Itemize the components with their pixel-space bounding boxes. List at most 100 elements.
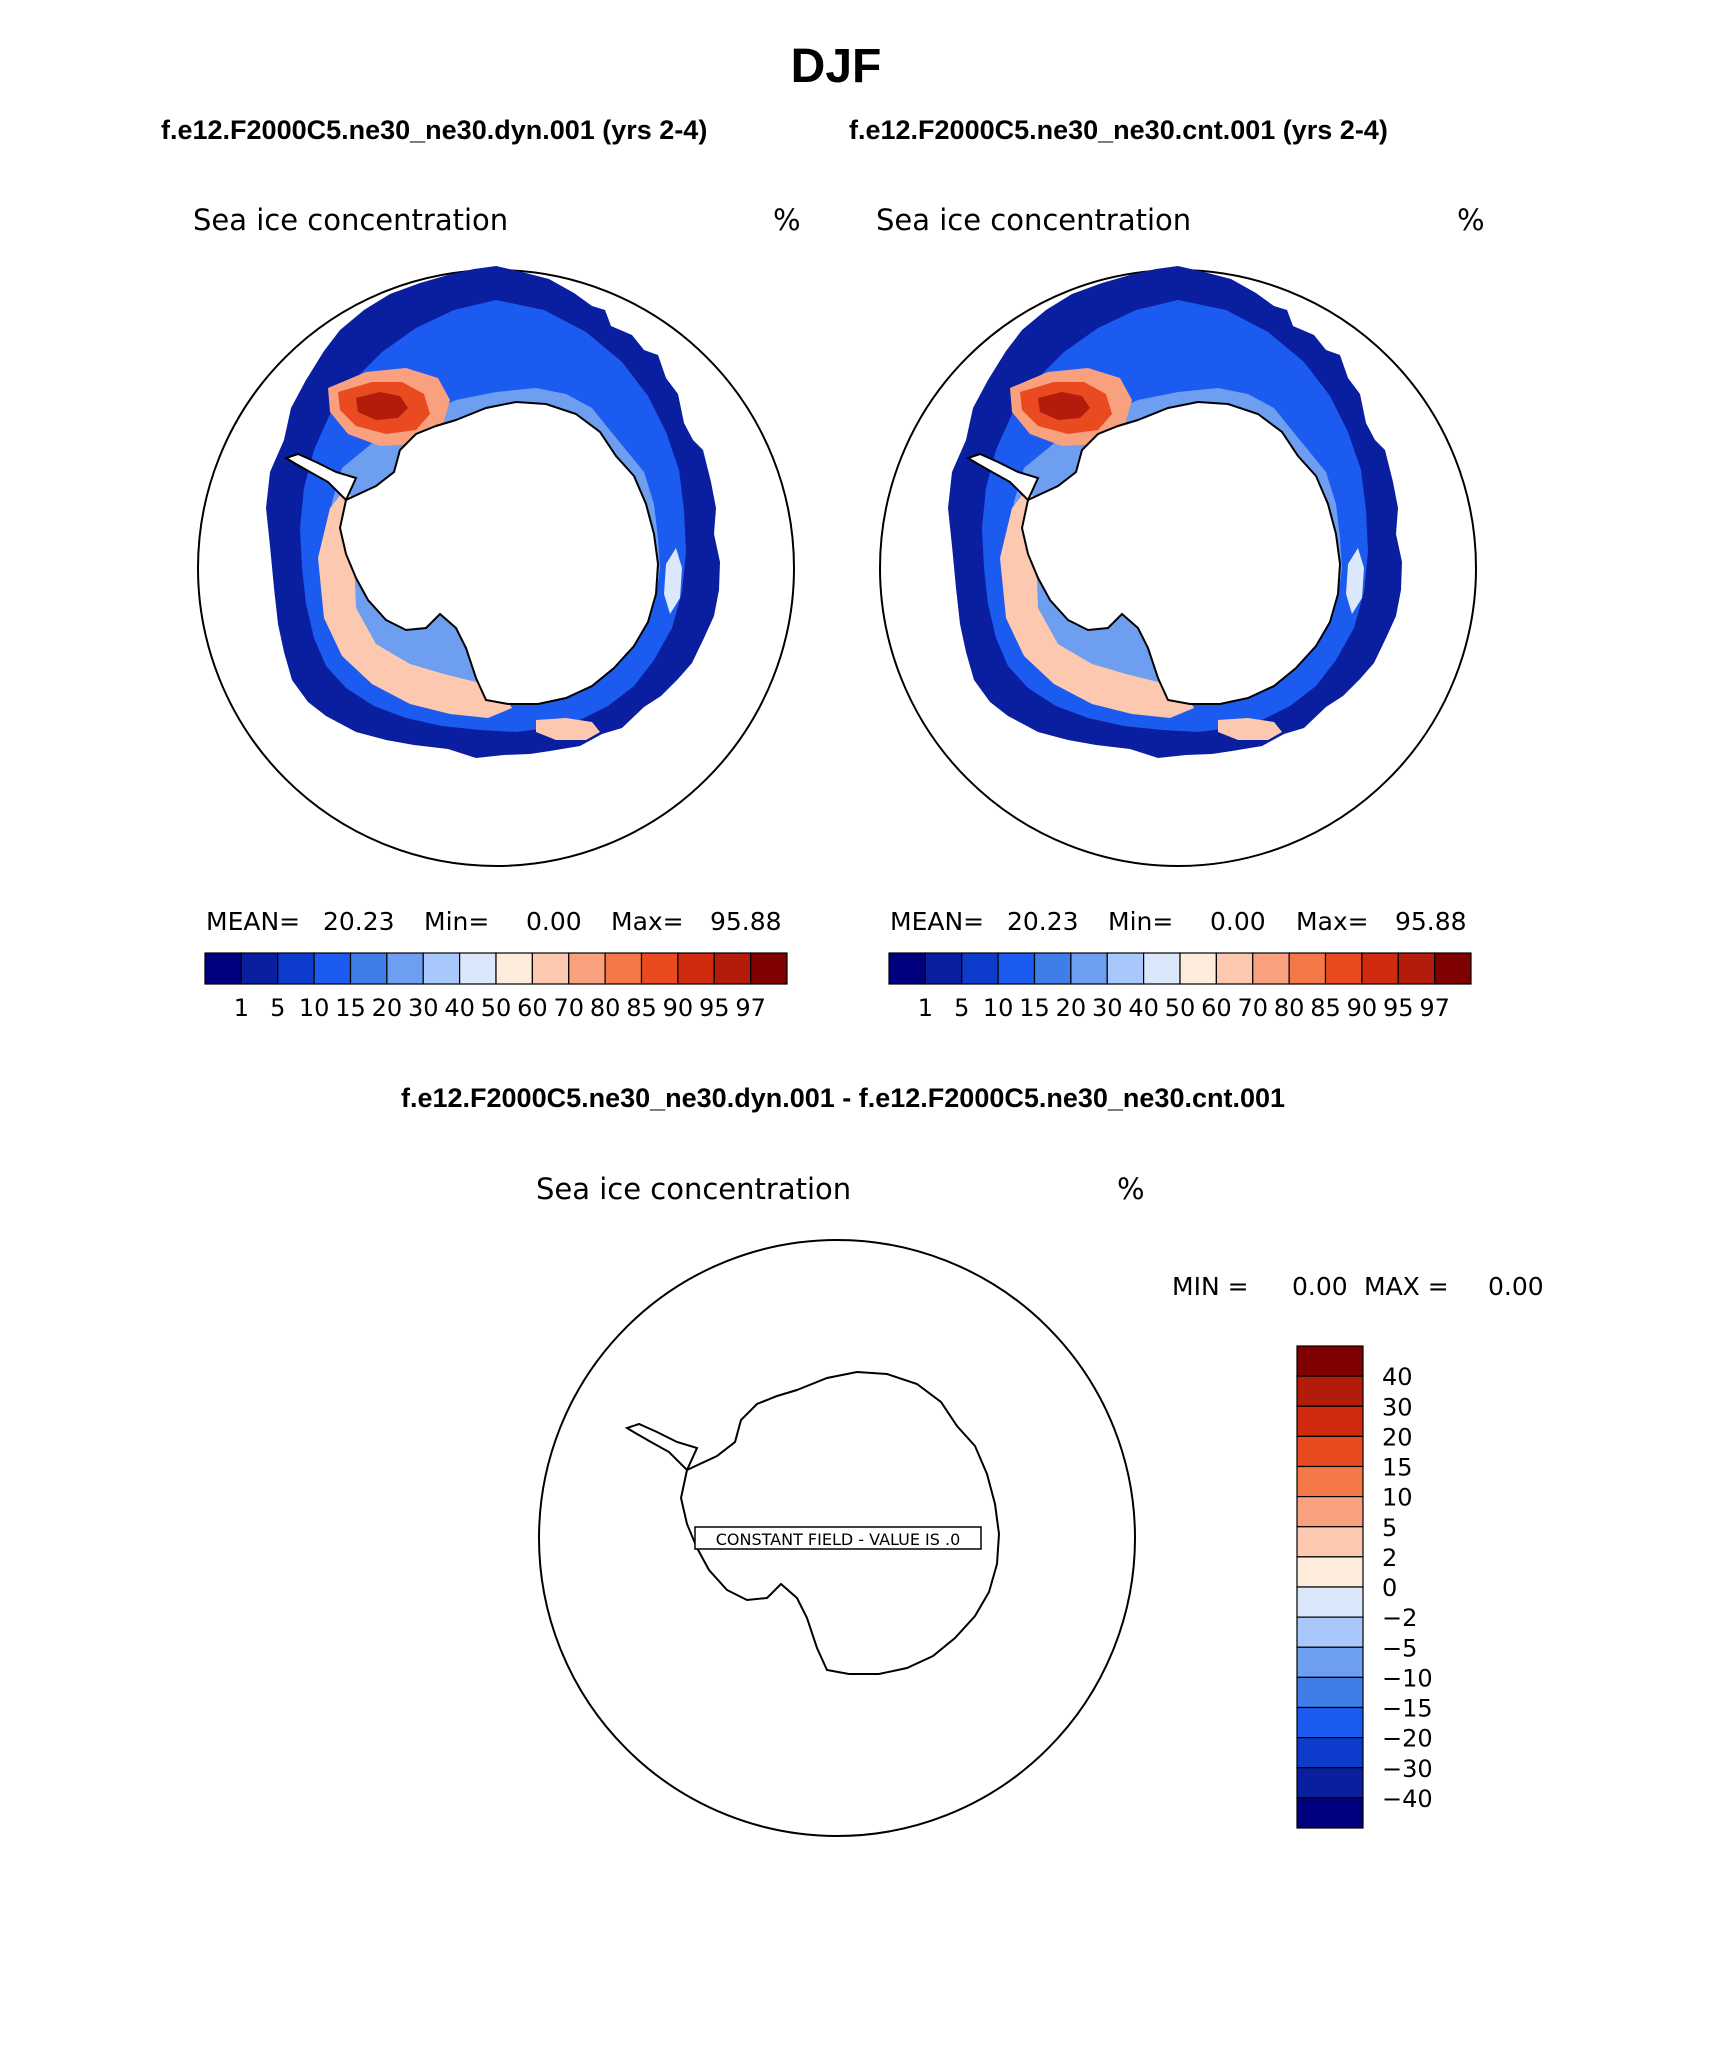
colorbar-box [604,952,643,985]
colorbar-tick-label: 85 [1310,994,1341,1022]
colorbar-box [1296,1375,1364,1407]
colorbar-tick-label: 2 [1382,1544,1397,1572]
colorbar-box [531,952,570,985]
colorbar-box [495,952,533,985]
panel-left-mean: 20.23 [323,907,395,936]
colorbar-box [924,952,963,985]
colorbar-tick-label: 50 [481,994,512,1022]
panel-right-max-label: Max= [1296,907,1369,936]
colorbar-box [1296,1797,1364,1829]
panel-right-units: % [1457,203,1485,237]
colorbar-box [677,952,715,985]
colorbar-tick-label: 40 [1128,994,1159,1022]
colorbar-box [1296,1465,1364,1498]
colorbar-tick-label: 20 [1056,994,1087,1022]
colorbar-box [1296,1526,1364,1558]
colorbar-tick-label: −10 [1382,1664,1433,1692]
colorbar-box [204,952,242,985]
panel-left-min-label: Min= [424,907,489,936]
colorbar-box [997,952,1036,985]
colorbar-tick-label: 10 [983,994,1014,1022]
panel-diff-min: 0.00 [1292,1272,1348,1301]
colorbar-box [313,952,352,985]
panel-left-mean-label: MEAN= [206,907,300,936]
colorbar-tick-label: 70 [553,994,584,1022]
colorbar-box [1296,1405,1364,1437]
colorbar-tick-label: 90 [663,994,694,1022]
colorbar-box [1106,952,1145,985]
colorbar-box [1434,952,1472,985]
colorbar-tick-label: 20 [372,994,403,1022]
colorbar-tick-label: 5 [954,994,969,1022]
constant-field-notice: CONSTANT FIELD - VALUE IS .0 [716,1530,961,1549]
panel-right-map [879,266,1477,867]
panel-left-map [197,266,795,867]
colorbar-tick-label: −5 [1382,1634,1417,1662]
season-title: DJF [791,40,882,93]
colorbar-box [1296,1676,1364,1709]
colorbar-box [1143,952,1181,985]
colorbar-tick-label: −20 [1382,1725,1433,1753]
panel-right-max: 95.88 [1395,907,1467,936]
panel-left-variable: Sea ice concentration [193,203,508,237]
colorbar-box [713,952,752,985]
panel-right-mean: 20.23 [1007,907,1079,936]
colorbar-box [459,952,497,985]
colorbar-box [1296,1706,1364,1739]
colorbar-tick-label: −15 [1382,1695,1433,1723]
colorbar-tick-label: 97 [735,994,766,1022]
colorbar-tick-label: 20 [1382,1423,1413,1451]
colorbar-box [1296,1586,1364,1618]
colorbar-tick-label: 80 [590,994,621,1022]
colorbar-box [568,952,606,985]
panel-left: Sea ice concentration % MEAN= 20.23 Min=… [193,203,801,1022]
colorbar-box [1296,1345,1364,1377]
colorbar-box [1397,952,1436,985]
colorbar-tick-label: 15 [1019,994,1050,1022]
case-title-right: f.e12.F2000C5.ne30_ne30.cnt.001 (yrs 2-4… [849,115,1388,145]
colorbar-tick-label: 30 [408,994,439,1022]
colorbar-tick-label: 85 [626,994,657,1022]
colorbar-tick-label: −2 [1382,1604,1417,1632]
colorbar-tick-label: 30 [1092,994,1123,1022]
panel-left-max: 95.88 [710,907,782,936]
colorbar-box [1296,1616,1364,1648]
colorbar-tick-label: 95 [1383,994,1414,1022]
panel-diff-variable: Sea ice concentration [536,1172,851,1206]
colorbar-box [240,952,279,985]
colorbar-tick-label: 90 [1347,994,1378,1022]
colorbar-tick-label: 5 [1382,1514,1397,1542]
colorbar-tick-label: 50 [1165,994,1196,1022]
colorbar-box [961,952,999,985]
colorbar-tick-label: 5 [270,994,285,1022]
diff-title: f.e12.F2000C5.ne30_ne30.dyn.001 - f.e12.… [401,1083,1285,1113]
colorbar-box [1070,952,1108,985]
colorbar-box [1296,1496,1364,1528]
panel-left-max-label: Max= [611,907,684,936]
colorbar-tick-label: 80 [1274,994,1305,1022]
colorbar-tick-label: 10 [299,994,330,1022]
panel-diff-max: 0.00 [1488,1272,1544,1301]
case-title-left: f.e12.F2000C5.ne30_ne30.dyn.001 (yrs 2-4… [161,115,707,145]
colorbar-box [1296,1646,1364,1678]
colorbar-tick-label: 40 [1382,1363,1413,1391]
colorbar-tick-label: 97 [1419,994,1450,1022]
colorbar-tick-label: −40 [1382,1785,1433,1813]
colorbar-tick-label: 95 [699,994,730,1022]
panel-left-stats: MEAN= 20.23 Min= 0.00 Max= 95.88 [206,907,782,936]
panel-diff-max-label: MAX = [1364,1272,1449,1301]
colorbar-box [422,952,461,985]
panel-left-units: % [773,203,801,237]
colorbar-box [1361,952,1399,985]
colorbar-box [1215,952,1254,985]
colorbar-box [386,952,424,985]
colorbar-tick-label: 15 [1382,1454,1413,1482]
panel-left-colorbar: 1 5 10 15 20 30 40 50 60 70 80 85 90 95 97 [204,952,788,1022]
colorbar-box [1324,952,1363,985]
colorbar-tick-label: 30 [1382,1393,1413,1421]
colorbar-box [1288,952,1327,985]
panel-right-min-label: Min= [1108,907,1173,936]
colorbar-tick-label: 70 [1237,994,1268,1022]
panel-diff-units: % [1117,1172,1145,1206]
